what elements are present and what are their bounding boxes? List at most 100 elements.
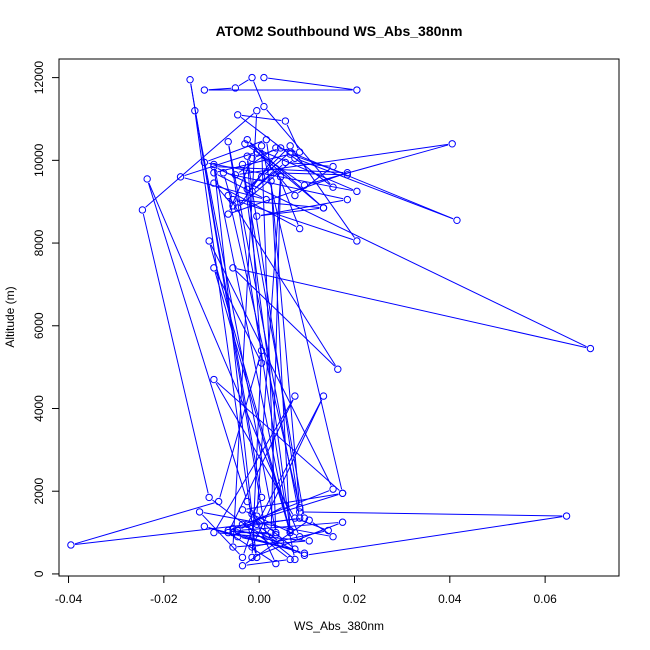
data-point — [329, 485, 337, 493]
data-point — [586, 344, 595, 353]
y-tick-label: 6000 — [32, 312, 46, 339]
series-segment — [231, 490, 330, 530]
series-segment — [217, 184, 297, 228]
series-segment — [214, 168, 295, 556]
series-segment — [249, 142, 293, 193]
data-point — [291, 555, 299, 564]
data-point — [143, 175, 151, 183]
series-segment — [184, 152, 253, 177]
data-point — [281, 501, 290, 510]
data-point — [329, 162, 337, 171]
series-lines — [74, 77, 587, 566]
series-segment — [148, 182, 299, 534]
y-tick-label: 0 — [32, 570, 46, 577]
data-point — [205, 237, 213, 245]
y-tick-label: 2000 — [32, 478, 46, 505]
data-point — [229, 543, 237, 551]
data-point — [234, 204, 242, 212]
data-point — [286, 150, 294, 158]
series-segment — [270, 185, 291, 529]
series-segment — [247, 160, 300, 508]
data-point — [238, 553, 247, 562]
data-point — [176, 173, 185, 181]
series-segment — [303, 511, 563, 517]
chart-title: ATOM2 Southbound WS_Abs_380nm — [216, 23, 463, 39]
data-point — [248, 73, 256, 82]
data-point — [276, 144, 285, 152]
series-segment — [147, 182, 247, 498]
data-point — [210, 264, 218, 272]
data-point — [343, 171, 352, 179]
data-point — [243, 185, 251, 193]
data-point — [195, 508, 204, 516]
series-segment — [286, 124, 299, 149]
series-segment — [195, 114, 276, 529]
data-point — [238, 160, 247, 169]
data-point — [295, 508, 304, 516]
series-segment — [269, 538, 292, 558]
series-segment — [297, 168, 330, 194]
series-segment — [145, 113, 254, 208]
data-point — [210, 375, 218, 384]
data-point — [267, 177, 275, 185]
series-points — [67, 73, 595, 570]
series-segment — [241, 114, 282, 121]
data-point — [241, 140, 249, 148]
data-point — [229, 264, 237, 272]
data-point — [319, 392, 328, 400]
series-segment — [236, 268, 587, 349]
data-point — [200, 522, 209, 531]
data-point — [334, 365, 342, 373]
series-segment — [216, 381, 340, 491]
series-segment — [308, 144, 449, 185]
series-segment — [241, 507, 282, 530]
series-segment — [230, 198, 336, 366]
data-point — [272, 559, 280, 568]
series-segment — [235, 270, 336, 367]
series-segment — [218, 166, 344, 174]
x-tick-label: 0.04 — [438, 592, 462, 606]
series-segment — [266, 143, 271, 169]
data-point — [234, 533, 242, 541]
series-segment — [246, 493, 339, 510]
data-point — [243, 497, 251, 506]
data-point — [329, 183, 337, 191]
data-point — [219, 169, 228, 177]
data-point — [272, 528, 280, 537]
data-point — [224, 191, 232, 200]
x-tick-label: -0.04 — [55, 592, 83, 606]
data-point — [200, 158, 209, 167]
data-point — [238, 561, 247, 570]
data-point — [300, 514, 309, 522]
data-point — [276, 173, 285, 181]
series-segment — [212, 499, 288, 558]
y-axis-label: Altitude (m) — [3, 286, 17, 347]
series-segment — [241, 537, 291, 549]
data-point — [267, 169, 275, 177]
data-point — [262, 533, 271, 541]
data-point — [231, 171, 240, 179]
data-point — [291, 191, 299, 200]
data-point — [281, 158, 290, 167]
series-segment — [202, 514, 240, 555]
data-point — [448, 140, 456, 148]
data-point — [286, 528, 294, 537]
data-point — [224, 138, 232, 146]
data-point — [214, 497, 223, 506]
series-segment — [208, 87, 232, 91]
series-segment — [215, 271, 261, 360]
series-segment — [209, 244, 290, 527]
data-point — [234, 111, 242, 119]
x-axis-label: WS_Abs_380nm — [294, 619, 384, 633]
data-point — [453, 216, 461, 225]
data-point — [253, 512, 261, 520]
data-point — [338, 518, 347, 526]
data-point — [253, 520, 261, 528]
data-point — [224, 210, 232, 218]
data-point — [260, 73, 268, 82]
data-point — [305, 516, 313, 524]
data-point — [286, 142, 294, 150]
data-point — [238, 520, 247, 528]
data-point — [343, 195, 352, 204]
